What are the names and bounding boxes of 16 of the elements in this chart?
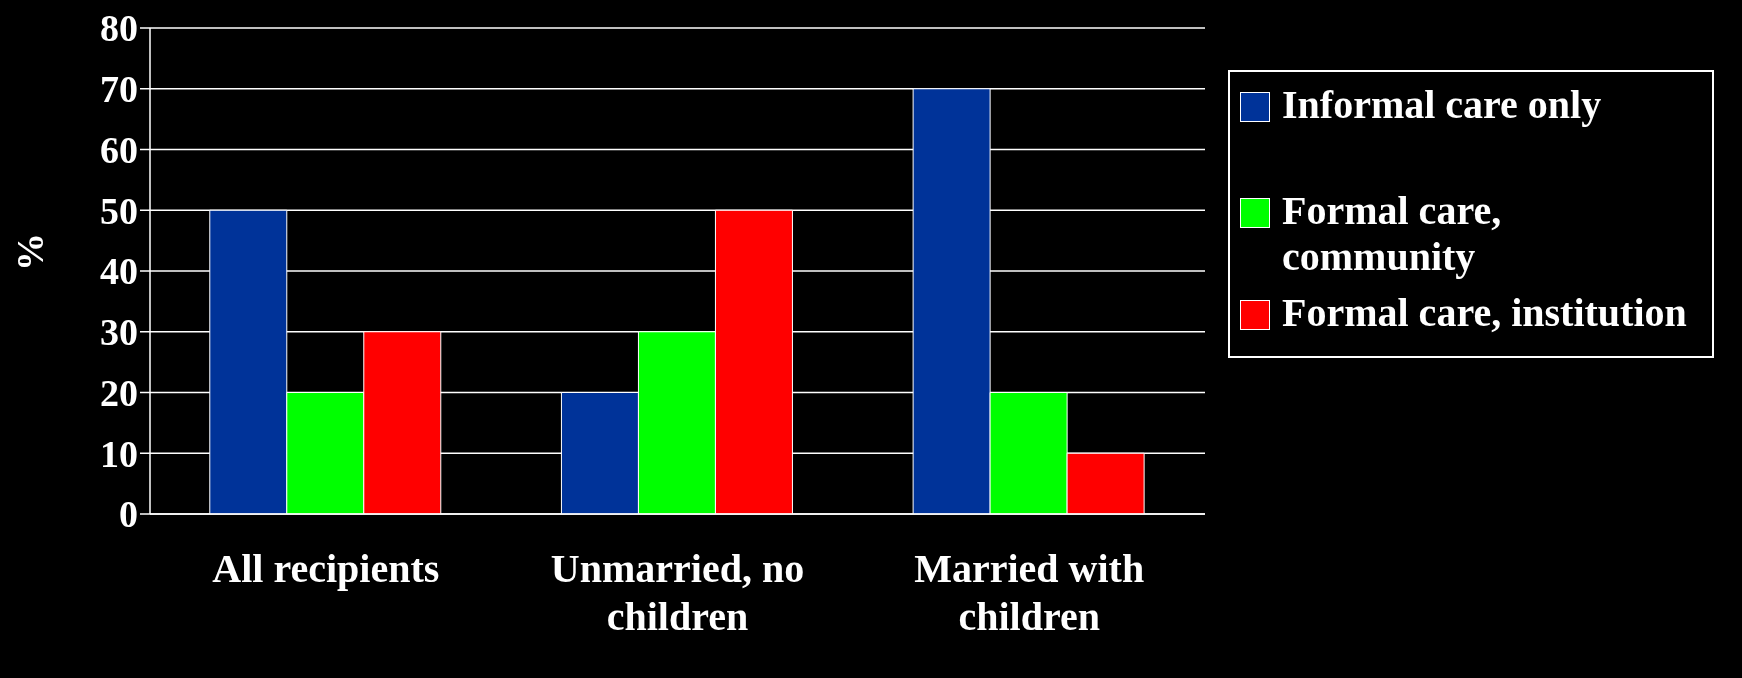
y-tick-label: 60	[100, 128, 138, 171]
y-tick-label: 50	[100, 189, 138, 232]
x-tick-label: Married with children	[914, 546, 1145, 639]
legend-label: Formal care, community	[1282, 188, 1503, 280]
y-axis-title: %	[9, 233, 52, 271]
y-tick-label: 30	[100, 311, 138, 354]
x-tick-label: Unmarried, no children	[550, 546, 805, 639]
y-tick-label: 10	[100, 432, 138, 475]
y-tick-label: 70	[100, 68, 138, 111]
x-tick-label: All recipients	[212, 546, 440, 591]
y-tick-label: 80	[100, 7, 138, 50]
legend-label: Formal care, institution	[1282, 290, 1687, 336]
y-tick-label: 40	[100, 250, 138, 293]
legend-label: Informal care only	[1282, 82, 1602, 128]
y-tick-label: 0	[119, 493, 138, 536]
y-tick-label: 20	[100, 371, 138, 414]
